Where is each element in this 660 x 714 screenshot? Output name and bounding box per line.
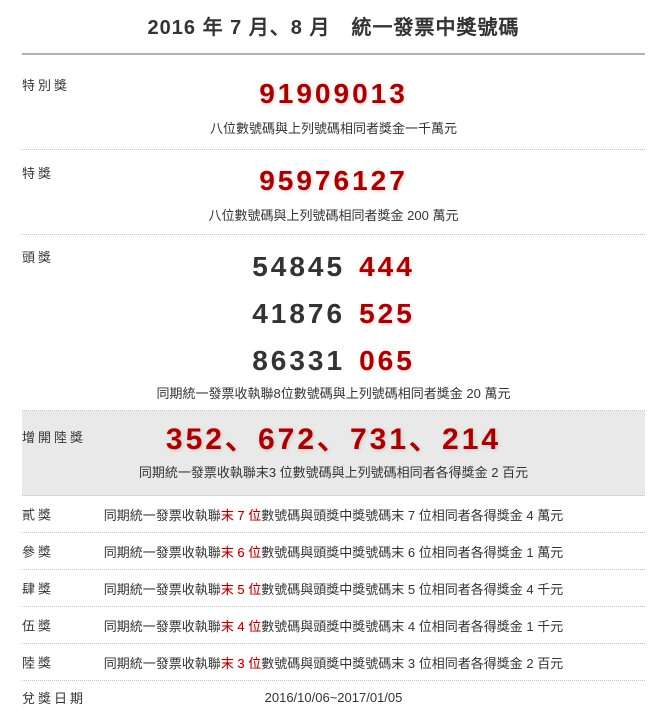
first-prize-section: 頭獎 54845 444 41876 525 86331 065 同期統一發票收執聯8… xyxy=(22,235,645,411)
second-prize-desc-highlight: 末 7 位 xyxy=(220,507,262,523)
additional-sixth-prize-description: 同期統一發票收執聯末3 位數號碼與上列號碼相同者各得獎金 2 百元 xyxy=(138,465,529,480)
first-prize-number-1-last3: 444 xyxy=(359,251,415,282)
page-header: 2016 年 7 月、8 月 統一發票中獎號碼 xyxy=(22,0,645,55)
fifth-prize-label: 伍獎 xyxy=(22,618,55,634)
second-prize-row: 貳獎 同期統一發票收執聯末 7 位數號碼與頭獎中獎號碼末 7 位相同者各得獎金 … xyxy=(22,496,645,533)
first-prize-number-3: 86331 065 xyxy=(22,337,645,384)
redeem-date-label: 兌獎日期 xyxy=(22,691,87,706)
special-prize-section: 特別獎 91909013 八位數號碼與上列號碼相同者獎金一千萬元 xyxy=(22,55,645,150)
first-prize-description: 同期統一發票收執聯8位數號碼與上列號碼相同者獎金 20 萬元 xyxy=(156,386,511,401)
second-prize-description: 同期統一發票收執聯末 7 位數號碼與頭獎中獎號碼末 7 位相同者各得獎金 4 萬… xyxy=(104,505,563,524)
third-prize-desc-highlight: 末 6 位 xyxy=(220,544,262,560)
sixth-prize-desc-highlight: 末 3 位 xyxy=(220,655,262,671)
additional-sixth-prize-label: 增開陸獎 xyxy=(22,430,87,445)
page-title: 2016 年 7 月、8 月 統一發票中獎號碼 xyxy=(147,17,520,39)
first-prize-label: 頭獎 xyxy=(22,250,55,265)
sixth-prize-desc-prefix: 同期統一發票收執聯 xyxy=(103,655,221,671)
first-prize-number-3-main: 86331 xyxy=(252,345,346,376)
second-prize-desc-suffix: 數號碼與頭獎中獎號碼末 7 位相同者各得獎金 4 萬元 xyxy=(261,507,564,523)
redeem-date-row: 兌獎日期 2016/10/06~2017/01/05 xyxy=(22,681,645,714)
sixth-prize-description: 同期統一發票收執聯末 3 位數號碼與頭獎中獎號碼末 3 位相同者各得獎金 2 百… xyxy=(104,653,563,672)
third-prize-desc-prefix: 同期統一發票收執聯 xyxy=(103,544,221,560)
grand-prize-description: 八位數號碼與上列號碼相同者獎金 200 萬元 xyxy=(208,208,459,223)
sixth-prize-label: 陸獎 xyxy=(22,655,55,671)
third-prize-description: 同期統一發票收執聯末 6 位數號碼與頭獎中獎號碼末 6 位相同者各得獎金 1 萬… xyxy=(104,542,563,561)
first-prize-number-2: 41876 525 xyxy=(22,290,645,337)
first-prize-number-1-main: 54845 xyxy=(252,251,346,282)
fifth-prize-desc-suffix: 數號碼與頭獎中獎號碼末 4 位相同者各得獎金 1 千元 xyxy=(261,618,564,634)
fourth-prize-desc-highlight: 末 5 位 xyxy=(220,581,262,597)
additional-sixth-prize-numbers: 352、672、731、214 xyxy=(165,423,502,456)
fourth-prize-label: 肆獎 xyxy=(22,581,55,597)
second-prize-label: 貳獎 xyxy=(22,507,55,523)
third-prize-row: 參獎 同期統一發票收執聯末 6 位數號碼與頭獎中獎號碼末 6 位相同者各得獎金 … xyxy=(22,533,645,570)
third-prize-desc-suffix: 數號碼與頭獎中獎號碼末 6 位相同者各得獎金 1 萬元 xyxy=(261,544,564,560)
first-prize-number-3-last3: 065 xyxy=(359,345,415,376)
grand-prize-number: 95976127 xyxy=(259,165,408,196)
fourth-prize-desc-prefix: 同期統一發票收執聯 xyxy=(103,581,221,597)
first-prize-number-1: 54845 444 xyxy=(22,243,645,290)
fifth-prize-desc-prefix: 同期統一發票收執聯 xyxy=(103,618,221,634)
special-prize-number: 91909013 xyxy=(259,78,408,109)
grand-prize-section: 特獎 95976127 八位數號碼與上列號碼相同者獎金 200 萬元 xyxy=(22,150,645,235)
special-prize-label: 特別獎 xyxy=(22,78,71,93)
grand-prize-label: 特獎 xyxy=(22,166,55,181)
second-prize-desc-prefix: 同期統一發票收執聯 xyxy=(103,507,221,523)
fourth-prize-row: 肆獎 同期統一發票收執聯末 5 位數號碼與頭獎中獎號碼末 5 位相同者各得獎金 … xyxy=(22,570,645,607)
redeem-date-value: 2016/10/06~2017/01/05 xyxy=(264,690,403,705)
fourth-prize-description: 同期統一發票收執聯末 5 位數號碼與頭獎中獎號碼末 5 位相同者各得獎金 4 千… xyxy=(104,579,563,598)
fifth-prize-description: 同期統一發票收執聯末 4 位數號碼與頭獎中獎號碼末 4 位相同者各得獎金 1 千… xyxy=(104,616,563,635)
first-prize-number-2-last3: 525 xyxy=(359,298,415,329)
special-prize-description: 八位數號碼與上列號碼相同者獎金一千萬元 xyxy=(209,121,457,136)
additional-sixth-prize-section: 增開陸獎 352、672、731、214 同期統一發票收執聯末3 位數號碼與上列… xyxy=(22,411,645,496)
fifth-prize-desc-highlight: 末 4 位 xyxy=(220,618,262,634)
fourth-prize-desc-suffix: 數號碼與頭獎中獎號碼末 5 位相同者各得獎金 4 千元 xyxy=(261,581,564,597)
sixth-prize-desc-suffix: 數號碼與頭獎中獎號碼末 3 位相同者各得獎金 2 百元 xyxy=(261,655,564,671)
fifth-prize-row: 伍獎 同期統一發票收執聯末 4 位數號碼與頭獎中獎號碼末 4 位相同者各得獎金 … xyxy=(22,607,645,644)
first-prize-number-2-main: 41876 xyxy=(252,298,346,329)
sixth-prize-row: 陸獎 同期統一發票收執聯末 3 位數號碼與頭獎中獎號碼末 3 位相同者各得獎金 … xyxy=(22,644,645,681)
content-container: 2016 年 7 月、8 月 統一發票中獎號碼 特別獎 91909013 八位數… xyxy=(22,0,645,714)
third-prize-label: 參獎 xyxy=(22,544,55,560)
